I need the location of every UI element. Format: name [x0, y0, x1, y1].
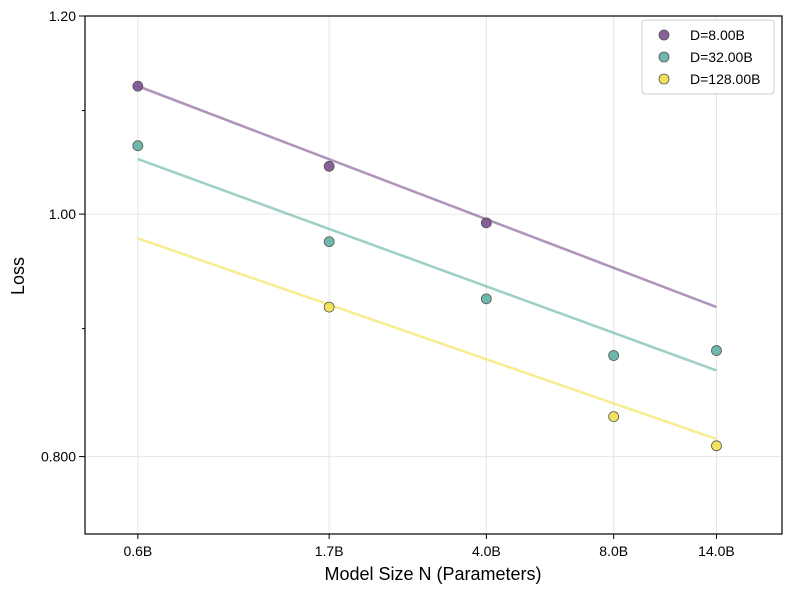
legend-label: D=32.00B	[690, 49, 753, 65]
data-point	[323, 160, 335, 172]
legend: D=8.00B D=32.00B D=128.00B	[641, 19, 775, 95]
fit-line-d-8-00b	[137, 84, 717, 309]
fit-line-d-32-00b	[137, 157, 717, 372]
x-tick-label: 4.0B	[472, 543, 501, 559]
x-tick-label: 1.7B	[315, 543, 344, 559]
data-point	[608, 411, 620, 422]
plot-frame	[84, 15, 783, 535]
legend-box	[641, 19, 775, 95]
x-axis: 0.6B 1.7B 4.0B 8.0B 14.0B	[123, 534, 735, 559]
legend-marker	[658, 51, 670, 63]
x-tick-label: 0.6B	[123, 543, 152, 559]
y-axis: 0.800 1.00 1.20	[41, 8, 85, 465]
data-point	[132, 80, 144, 92]
x-tick-label: 14.0B	[698, 543, 735, 559]
data-point	[323, 236, 335, 248]
y-tick-label: 1.00	[49, 206, 76, 222]
data-point	[711, 440, 722, 452]
data-point	[323, 301, 335, 313]
legend-label: D=128.00B	[690, 71, 760, 87]
legend-marker	[658, 29, 670, 41]
y-tick-label: 1.20	[49, 8, 76, 24]
data-point	[480, 217, 492, 229]
legend-label: D=8.00B	[690, 27, 745, 43]
fit-line-d-128-00b	[137, 237, 717, 441]
fit-lines	[137, 84, 717, 441]
x-axis-label: Model Size N (Parameters)	[324, 564, 541, 584]
data-point	[132, 140, 144, 152]
y-axis-label: Loss	[8, 257, 28, 295]
legend-marker	[658, 73, 670, 85]
data-point	[711, 345, 722, 356]
data-point	[608, 350, 620, 361]
x-tick-label: 8.0B	[599, 543, 628, 559]
y-tick-label: 0.800	[41, 449, 76, 465]
data-point	[480, 293, 492, 305]
data-points	[132, 80, 722, 452]
